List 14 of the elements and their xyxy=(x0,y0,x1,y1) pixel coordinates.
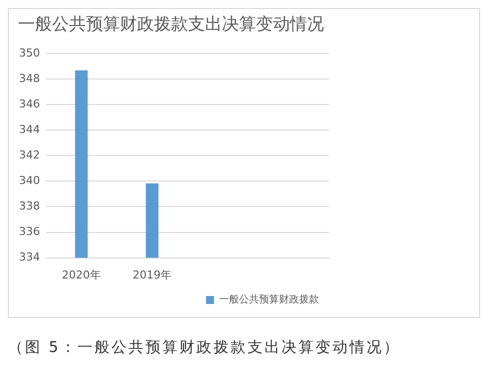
x-tick-label: 2019年 xyxy=(132,268,172,282)
y-tick-label: 348 xyxy=(18,72,40,85)
legend-label: 一般公共预算财政拨款 xyxy=(219,294,319,306)
x-tick-label: 2020年 xyxy=(62,268,101,282)
y-tick-label: 336 xyxy=(18,225,40,238)
y-tick-label: 338 xyxy=(18,200,40,213)
y-tick-label: 346 xyxy=(18,97,40,110)
y-tick-label: 340 xyxy=(18,174,40,188)
y-tick-label: 350 xyxy=(18,46,40,60)
y-tick-label: 334 xyxy=(18,250,40,264)
y-tick-label: 342 xyxy=(18,148,40,162)
text: （图 5：一般公共预算财政拨款支出决算变动情况） xyxy=(8,338,402,357)
y-tick-label: 344 xyxy=(18,122,40,136)
chart-title: 一般公共预算财政拨款支出决算变动情况 xyxy=(18,14,324,35)
